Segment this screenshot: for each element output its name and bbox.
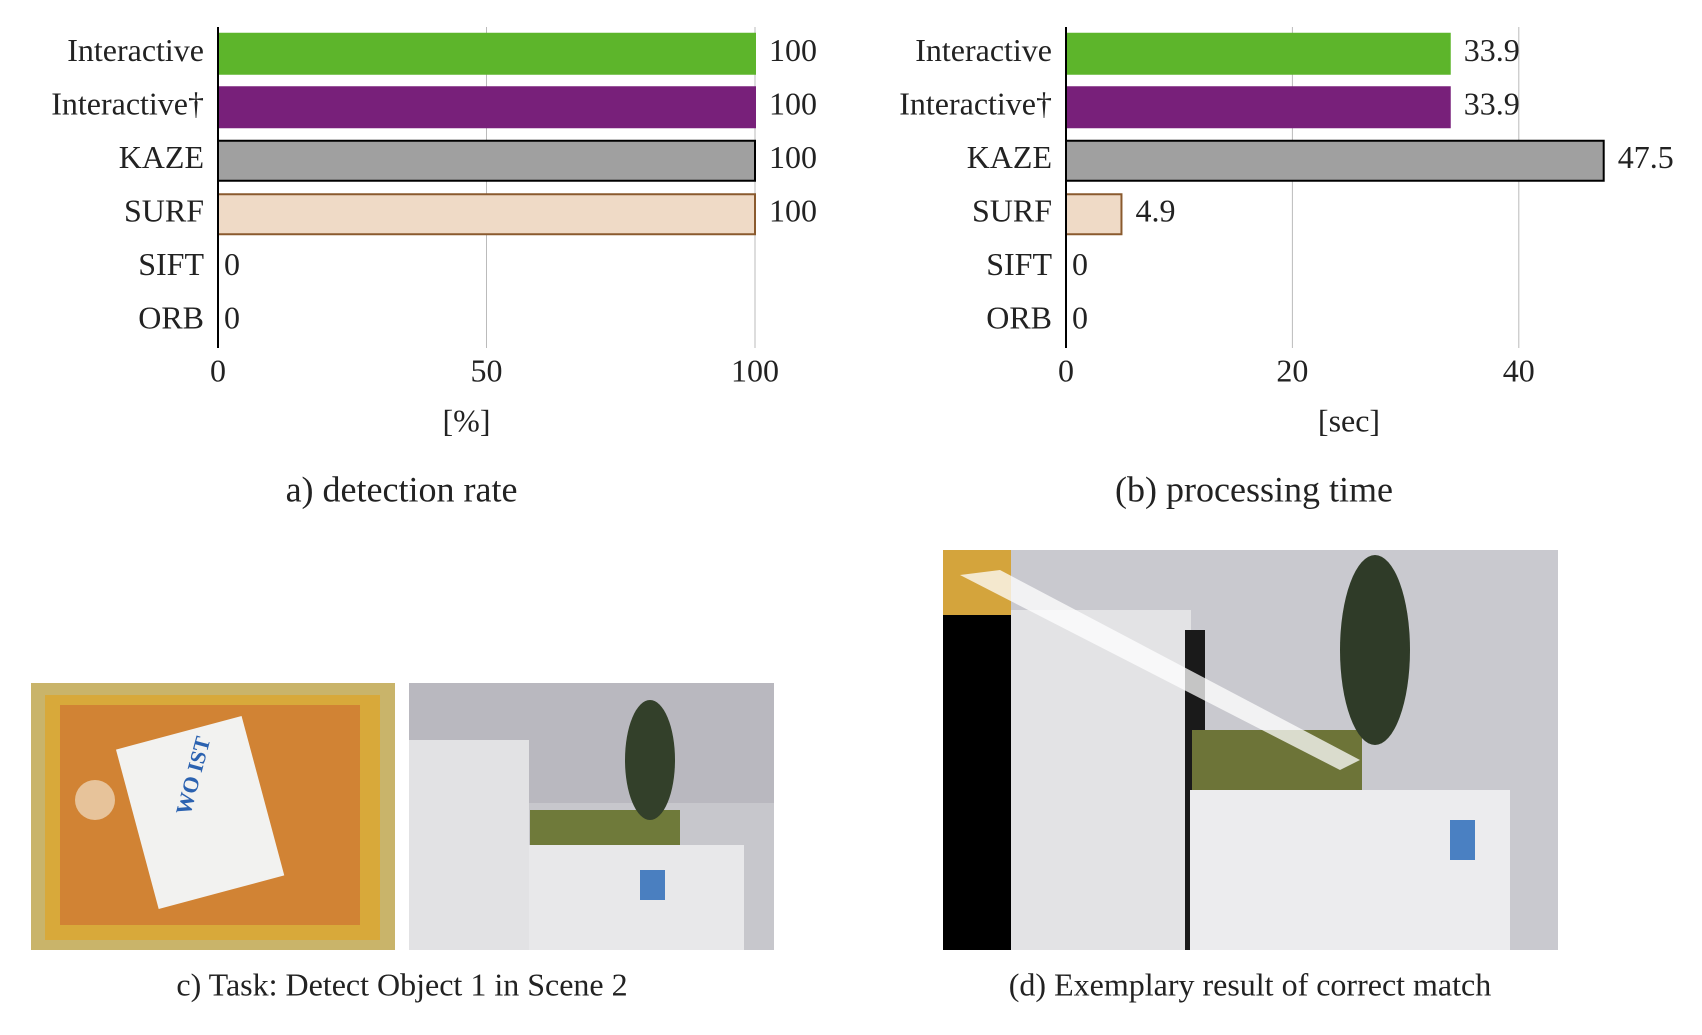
- value-label: 100: [769, 139, 817, 175]
- y-tick-label: Interactive: [915, 32, 1052, 68]
- object-photo: WO IST: [31, 683, 395, 950]
- axis-label: [sec]: [1318, 402, 1380, 438]
- value-label: 0: [1072, 300, 1088, 336]
- value-label: 33.9: [1464, 86, 1520, 122]
- bar: [217, 86, 756, 129]
- bar: [217, 139, 756, 182]
- y-tick-label: ORB: [986, 300, 1052, 336]
- match-photo: [943, 550, 1558, 950]
- chart-title: a) detection rate: [286, 469, 518, 509]
- x-tick-label: 40: [1503, 352, 1535, 388]
- y-tick-label: SIFT: [986, 246, 1052, 282]
- bar: [1065, 32, 1451, 75]
- scene-photo: [409, 683, 774, 950]
- y-tick-label: ORB: [138, 300, 204, 336]
- x-tick-label: 0: [1058, 352, 1074, 388]
- y-tick-label: Interactive†: [899, 86, 1052, 122]
- x-tick-label: 50: [471, 352, 503, 388]
- value-label: 0: [1072, 246, 1088, 282]
- panel-caption: c) Task: Detect Object 1 in Scene 2: [176, 966, 627, 1002]
- x-tick-label: 0: [210, 352, 226, 388]
- panel-caption: (d) Exemplary result of correct match: [1009, 966, 1491, 1002]
- value-label: 100: [769, 86, 817, 122]
- y-tick-label: Interactive: [67, 32, 204, 68]
- bar: [1065, 193, 1123, 236]
- bar: [217, 32, 756, 75]
- y-tick-label: Interactive†: [51, 86, 204, 122]
- y-tick-label: SURF: [972, 193, 1052, 229]
- value-label: 33.9: [1464, 32, 1520, 68]
- value-label: 0: [224, 246, 240, 282]
- bar: [1065, 139, 1605, 182]
- value-label: 4.9: [1135, 193, 1175, 229]
- x-tick-label: 100: [731, 352, 779, 388]
- x-tick-label: 20: [1276, 352, 1308, 388]
- chart-title: (b) processing time: [1115, 469, 1393, 509]
- value-label: 100: [769, 32, 817, 68]
- value-label: 0: [224, 300, 240, 336]
- value-label: 100: [769, 193, 817, 229]
- axis-label: [%]: [443, 402, 491, 438]
- y-tick-label: KAZE: [967, 139, 1052, 175]
- bar: [1065, 86, 1451, 129]
- y-tick-label: KAZE: [119, 139, 204, 175]
- value-label: 47.5: [1618, 139, 1674, 175]
- bar: [217, 193, 756, 236]
- y-tick-label: SURF: [124, 193, 204, 229]
- y-tick-label: SIFT: [138, 246, 204, 282]
